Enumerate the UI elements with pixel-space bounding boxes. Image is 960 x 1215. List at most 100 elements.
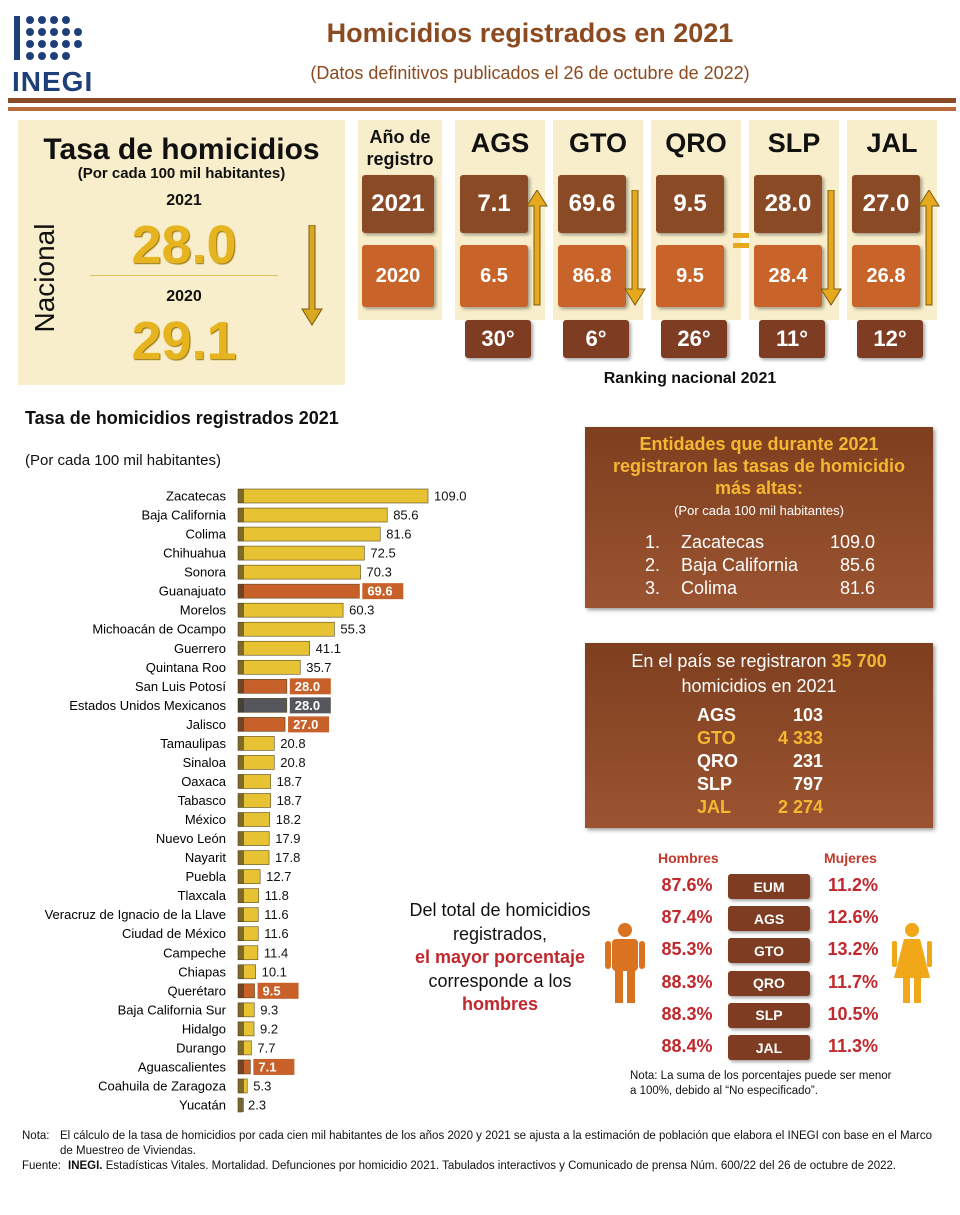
- rank-number: 1.: [645, 532, 661, 552]
- category-label: Baja California Sur: [118, 1002, 227, 1017]
- value-label: 20.8: [280, 755, 305, 770]
- category-label: San Luis Potosí: [135, 679, 226, 694]
- category-label: Oaxaca: [181, 774, 227, 789]
- page-subtitle: (Datos definitivos publicados el 26 de o…: [310, 63, 750, 83]
- value-label: 28.0: [295, 679, 320, 694]
- top-entities-panel: Entidades que durante 2021 registraron l…: [585, 427, 933, 608]
- bar-shade: [238, 508, 244, 523]
- bar-shade: [238, 850, 244, 865]
- country-total-text: En el país se registraron: [631, 651, 827, 671]
- bar-shade: [238, 945, 244, 960]
- entity-name: Zacatecas: [681, 532, 765, 552]
- bar-shade: [238, 698, 244, 713]
- gender-text-line: hombres: [461, 994, 539, 1014]
- trend-arrow: [624, 190, 646, 306]
- women-percent: 11.3%: [827, 1036, 879, 1056]
- man-icon: [605, 923, 645, 1003]
- women-percent: 11.2%: [827, 875, 879, 895]
- value-label: 85.6: [393, 508, 418, 523]
- value-label: 69.6: [367, 584, 392, 599]
- value-label-box: [289, 678, 331, 695]
- category-label: Durango: [176, 1040, 226, 1055]
- category-label: Michoacán de Ocampo: [92, 622, 226, 637]
- value-label: 27.0: [293, 717, 318, 732]
- women-percent: 10.5%: [827, 1003, 879, 1024]
- bar-shade: [238, 774, 244, 789]
- state-count: 2 274: [777, 797, 823, 817]
- value-label: 55.3: [340, 622, 365, 637]
- value-label: 9.2: [260, 1021, 278, 1036]
- logo-dots: [14, 16, 82, 60]
- footer-note-text: El cálculo de la tasa de homicidios por …: [60, 1130, 932, 1157]
- national-year: 2021: [166, 192, 202, 209]
- category-label: Guerrero: [174, 641, 226, 656]
- entity-value: 109.0: [829, 532, 875, 552]
- page-title: Homicidios registrados en 2021: [326, 18, 734, 48]
- bar: [237, 507, 388, 523]
- category-label: Guanajuato: [159, 584, 226, 599]
- category-label: Yucatán: [179, 1098, 226, 1113]
- bar-shade: [238, 527, 244, 542]
- category-label: Tabasco: [178, 793, 226, 808]
- category-label: Quintana Roo: [146, 660, 226, 675]
- arrow-shape: [820, 190, 842, 306]
- state-count: 797: [792, 774, 823, 794]
- bar-shade: [238, 888, 244, 903]
- year-tile: 2021: [362, 175, 434, 233]
- men-percent: 85.3%: [661, 939, 713, 960]
- rule: [8, 107, 956, 111]
- trend-arrow: [820, 190, 842, 306]
- women-percent: 13.2%: [827, 939, 879, 960]
- category-label: Hidalgo: [182, 1021, 226, 1036]
- state-code: GTO: [697, 728, 736, 748]
- women-percent: 11.7%: [827, 971, 879, 992]
- value-label: 109.0: [434, 489, 467, 504]
- men-percent: 88.3%: [661, 1003, 713, 1024]
- footer: Nota: El cálculo de la tasa de homicidios…: [22, 1129, 942, 1174]
- category-label: Coahuila de Zaragoza: [98, 1078, 227, 1093]
- state-value: 28.0: [754, 175, 822, 233]
- rank-number: 3.: [645, 578, 661, 598]
- footer-source-text: INEGI. Estadísticas Vitales. Mortalidad.…: [68, 1159, 896, 1174]
- rule: [8, 98, 956, 103]
- national-year: 2020: [166, 288, 202, 305]
- men-header: Hombres: [658, 850, 719, 866]
- value-label: 7.1: [258, 1059, 276, 1074]
- bar: [237, 545, 365, 561]
- bar-shade: [238, 736, 244, 751]
- value-label: 18.7: [277, 793, 302, 808]
- bar-shade: [238, 831, 244, 846]
- men-percent: 88.4%: [661, 1036, 713, 1056]
- bar-shade: [238, 755, 244, 770]
- logo-text: INEGI: [12, 66, 94, 97]
- value-label: 12.7: [266, 869, 291, 884]
- entity-code: GTO: [728, 938, 810, 964]
- bar-shade: [238, 964, 244, 979]
- footer-source-org: INEGI.: [68, 1160, 103, 1172]
- gender-text-line: registrados,: [452, 923, 548, 944]
- category-label: Zacatecas: [166, 489, 226, 504]
- bar: [237, 583, 360, 599]
- gender-note: Nota: La suma de los porcentajes puede s…: [630, 1070, 892, 1097]
- bar: [237, 659, 301, 675]
- value-label: 41.1: [316, 641, 341, 656]
- bar-shade: [238, 1078, 244, 1093]
- bar: [237, 679, 288, 694]
- value-label: 2.3: [248, 1098, 266, 1113]
- category-label: Chihuahua: [163, 546, 227, 561]
- top-entities-subtitle: (Por cada 100 mil habitantes): [674, 503, 844, 518]
- footer-source-body: Estadísticas Vitales. Mortalidad. Defunc…: [105, 1160, 897, 1172]
- value-label: 28.0: [295, 698, 320, 713]
- top-entities-title: Entidades que durante 2021 registraron l…: [612, 434, 906, 498]
- bar-shade: [238, 603, 244, 618]
- value-label: 5.3: [253, 1078, 271, 1093]
- equal-sign: [733, 233, 749, 238]
- category-label: Puebla: [186, 869, 227, 884]
- footer-note-label: Nota:: [22, 1130, 50, 1142]
- gender-text-line: Del total de homicidios: [409, 900, 591, 920]
- value-label: 11.8: [265, 888, 289, 903]
- value-label: 72.5: [370, 546, 395, 561]
- state-value: 27.0: [852, 175, 920, 233]
- entity-code: QRO: [728, 970, 810, 996]
- state-name: QRO: [665, 128, 727, 158]
